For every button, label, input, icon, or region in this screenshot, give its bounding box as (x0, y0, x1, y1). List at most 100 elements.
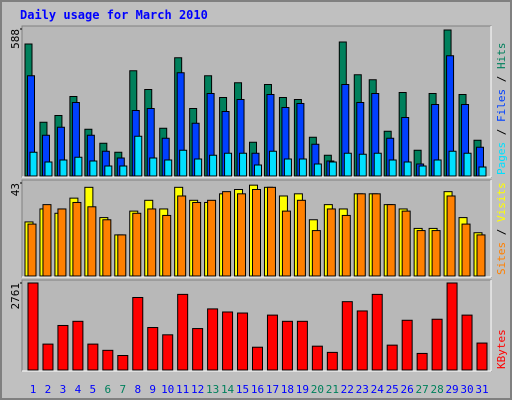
x-tick-label: 18 (281, 383, 294, 396)
bar (192, 328, 204, 371)
x-tick-label: 1 (30, 383, 37, 396)
bar (177, 293, 189, 371)
y-tick-label: 43 (9, 183, 22, 196)
bar (57, 324, 69, 371)
bar (281, 210, 291, 277)
bar (239, 152, 248, 177)
bar (132, 212, 142, 277)
x-tick-label: 28 (430, 383, 443, 396)
bar (341, 214, 351, 277)
y-tick-label: 588 (9, 29, 22, 49)
bar (446, 195, 456, 277)
bar (313, 163, 322, 177)
legend-entry: Hits (495, 43, 508, 70)
x-tick-label: 27 (416, 383, 429, 396)
bar (476, 234, 486, 277)
bar (326, 351, 338, 371)
x-tick-label: 13 (206, 383, 219, 396)
bar (42, 343, 54, 371)
x-tick-label: 4 (75, 383, 82, 396)
bar (416, 230, 426, 277)
x-tick-label: 16 (251, 383, 264, 396)
chart-title: Daily usage for March 2010 (20, 8, 208, 22)
bar (356, 310, 368, 371)
bar (119, 165, 128, 177)
bar (237, 312, 249, 371)
legend: Sites / Visits (495, 182, 508, 275)
bar (134, 135, 143, 177)
bar (57, 208, 67, 277)
bar (254, 164, 262, 177)
bar (177, 195, 187, 277)
x-tick-label: 20 (311, 383, 324, 396)
bar (311, 230, 321, 277)
x-tick-label: 26 (401, 383, 414, 396)
bar (27, 223, 37, 277)
bar (298, 158, 307, 177)
bar (42, 204, 52, 277)
bar (268, 150, 277, 177)
bar (207, 308, 219, 371)
bar (149, 157, 158, 177)
bar (446, 282, 458, 371)
bar (386, 344, 398, 371)
y-tick-label: 2761 (9, 283, 22, 310)
x-tick-label: 12 (191, 383, 204, 396)
bar (59, 159, 68, 177)
x-tick-label: 17 (266, 383, 279, 396)
bar (476, 342, 488, 371)
legend-entry: KBytes (495, 329, 508, 369)
bar (373, 152, 382, 177)
bar (448, 150, 457, 177)
bar (328, 161, 337, 177)
legend-entry: Visits (495, 182, 508, 222)
bar (266, 314, 278, 371)
x-tick-label: 24 (371, 383, 385, 396)
bar (132, 296, 144, 371)
bar (388, 159, 397, 177)
bar (283, 158, 292, 177)
bar (117, 355, 129, 371)
bar (224, 152, 233, 177)
bar (358, 153, 367, 177)
bar (74, 156, 83, 177)
bar (296, 199, 306, 277)
bar (431, 230, 441, 277)
bar (252, 188, 261, 277)
x-tick-label: 2 (45, 383, 52, 396)
bar (401, 319, 413, 371)
legend-separator: / (495, 222, 508, 242)
x-tick-label: 11 (176, 383, 189, 396)
bar (104, 165, 113, 177)
x-tick-label: 23 (356, 383, 369, 396)
x-tick-label: 3 (60, 383, 67, 396)
x-tick-label: 19 (296, 383, 309, 396)
bar (87, 343, 99, 371)
bar (209, 154, 218, 177)
legend: KBytes (495, 329, 508, 369)
bar (296, 320, 308, 371)
bar (463, 152, 472, 177)
bar (27, 282, 39, 371)
x-tick-label: 25 (386, 383, 399, 396)
bar (401, 210, 411, 277)
legend-entry: Sites (495, 242, 508, 275)
legend-separator: / (495, 69, 508, 89)
bar (311, 345, 323, 371)
bar (87, 206, 97, 277)
bar (356, 193, 366, 277)
bar (266, 186, 276, 277)
x-tick-label: 9 (149, 383, 156, 396)
x-tick-label: 22 (341, 383, 354, 396)
bar (386, 204, 396, 277)
bar (222, 311, 234, 371)
bar (461, 223, 471, 277)
bar (478, 166, 487, 177)
bar (252, 346, 263, 371)
bar (371, 193, 381, 277)
bar (29, 151, 38, 177)
legend-entry: Files (495, 89, 508, 122)
